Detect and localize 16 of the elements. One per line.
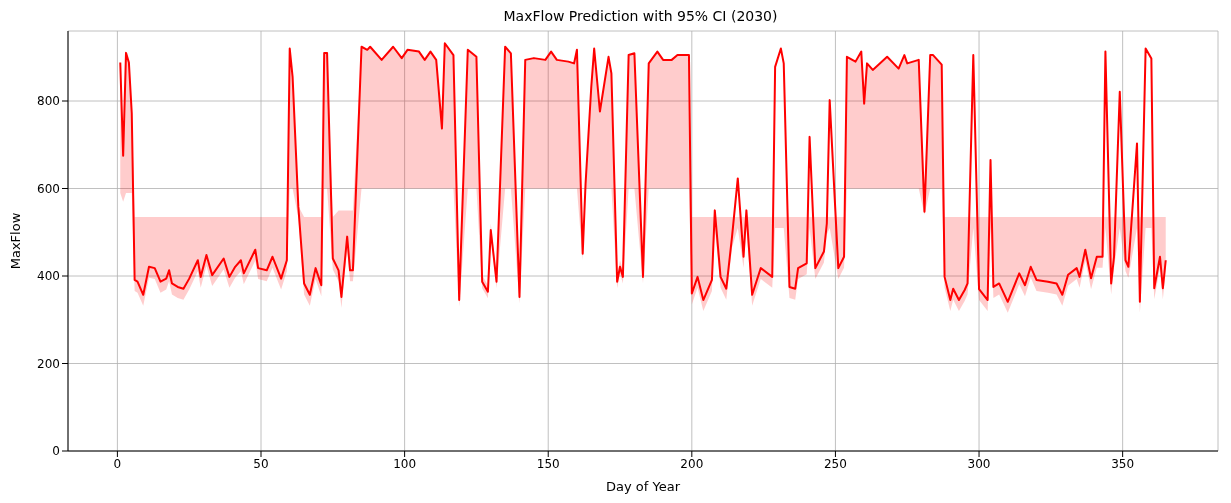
x-tick-label: 300 xyxy=(967,456,991,471)
chart-title: MaxFlow Prediction with 95% CI (2030) xyxy=(502,8,779,26)
x-tick-label: 350 xyxy=(1111,456,1135,471)
x-tick-label: 200 xyxy=(680,456,704,471)
y-tick-label: 200 xyxy=(37,356,60,371)
x-axis-title: Day of Year xyxy=(606,479,681,494)
x-tick-label: 150 xyxy=(536,456,560,471)
x-tick-label: 100 xyxy=(393,456,417,471)
y-tick-label: 0 xyxy=(52,444,60,459)
y-tick-label: 600 xyxy=(37,181,60,196)
y-axis-title: MaxFlow xyxy=(7,212,23,270)
x-tick-label: 50 xyxy=(253,456,269,471)
y-tick-label: 800 xyxy=(37,94,60,109)
x-tick-label: 250 xyxy=(823,456,847,471)
y-tick-label: 400 xyxy=(37,269,60,284)
x-tick-label: 0 xyxy=(113,456,122,471)
